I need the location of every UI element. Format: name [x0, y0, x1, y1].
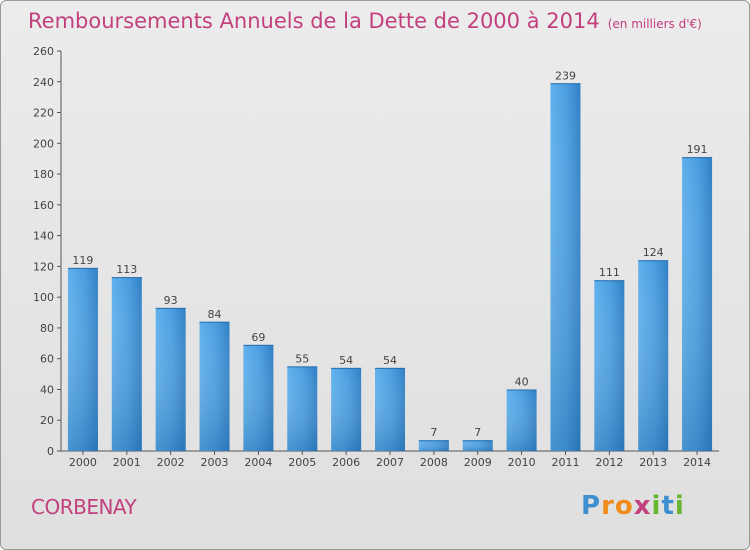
logo-letter: i	[674, 491, 685, 521]
x-tick-label: 2008	[420, 456, 448, 469]
chart-title-text: Remboursements Annuels de la Dette de 20…	[28, 9, 600, 33]
y-tick-label: 200	[33, 137, 54, 150]
bar-shade	[462, 440, 493, 451]
logo-letter: o	[614, 491, 634, 521]
data-label: 84	[208, 308, 222, 321]
bar-shade	[199, 321, 230, 451]
x-tick-label: 2002	[157, 456, 185, 469]
bar-shade	[638, 260, 669, 451]
y-tick-label: 220	[33, 107, 54, 120]
logo-letter: P	[581, 491, 602, 521]
x-tick-label: 2014	[683, 456, 711, 469]
logo-letter: r	[601, 491, 615, 521]
data-label: 7	[430, 426, 437, 439]
y-tick-label: 0	[47, 445, 54, 458]
logo-letter: x	[633, 491, 652, 521]
proxiti-logo: Proxiti	[581, 491, 685, 521]
data-label: 55	[295, 352, 309, 365]
x-tick-label: 2003	[201, 456, 229, 469]
bar-shade	[594, 280, 625, 451]
x-tick-label: 2001	[113, 456, 141, 469]
data-label: 119	[72, 254, 93, 267]
data-label: 54	[383, 354, 397, 367]
bar-shade	[550, 83, 581, 452]
bar-shade	[682, 157, 713, 451]
data-label: 7	[474, 426, 481, 439]
bar-shade	[287, 366, 318, 451]
bar-shade	[375, 367, 405, 451]
x-tick-label: 2011	[551, 456, 579, 469]
logo-letter: t	[661, 491, 675, 521]
y-tick-label: 100	[33, 291, 54, 304]
bars: 119 113 93 84 69 55 54 54 7 7 40 239 111 124 191	[67, 69, 713, 452]
bar-shade	[506, 389, 537, 451]
chart-unit-note: (en milliers d'€)	[607, 17, 702, 31]
y-tick-label: 180	[33, 168, 54, 181]
x-tick-label: 2000	[69, 456, 97, 469]
x-tick-label: 2007	[376, 456, 404, 469]
data-label: 113	[116, 263, 137, 276]
data-label: 239	[555, 69, 576, 82]
y-tick-label: 160	[33, 199, 54, 212]
x-tick-label: 2006	[332, 456, 360, 469]
location-name: CORBENAY	[31, 495, 137, 519]
y-tick-label: 260	[33, 45, 54, 58]
data-label: 69	[251, 331, 265, 344]
data-label: 191	[687, 143, 708, 156]
data-label: 124	[643, 246, 664, 259]
x-tick-label: 2010	[508, 456, 536, 469]
x-tick-label: 2004	[244, 456, 272, 469]
x-tick-label: 2012	[595, 456, 623, 469]
data-label: 40	[515, 375, 529, 388]
x-tick-label: 2013	[639, 456, 667, 469]
bar-shade	[243, 344, 274, 451]
data-label: 111	[599, 266, 620, 279]
y-tick-label: 140	[33, 230, 54, 243]
y-tick-label: 80	[40, 322, 54, 335]
bar-shade	[418, 440, 449, 451]
x-tick-label: 2009	[464, 456, 492, 469]
y-tick-label: 60	[40, 353, 54, 366]
bar-shade	[331, 367, 362, 451]
data-label: 93	[164, 294, 178, 307]
data-label: 54	[339, 354, 353, 367]
x-tick-label: 2005	[288, 456, 316, 469]
y-tick-label: 120	[33, 260, 54, 273]
bar-shade	[111, 277, 142, 451]
axes: 0 20 40 60 80 100 120 140 160 180 200 220 240 260 2000…	[33, 45, 719, 469]
bar-shade	[67, 267, 98, 451]
y-tick-label: 240	[33, 76, 54, 89]
y-tick-label: 40	[40, 383, 54, 396]
chart-title: Remboursements Annuels de la Dette de 20…	[28, 9, 702, 33]
bar-shade	[155, 307, 186, 451]
logo-letter: i	[651, 491, 662, 521]
y-tick-label: 20	[40, 414, 54, 427]
